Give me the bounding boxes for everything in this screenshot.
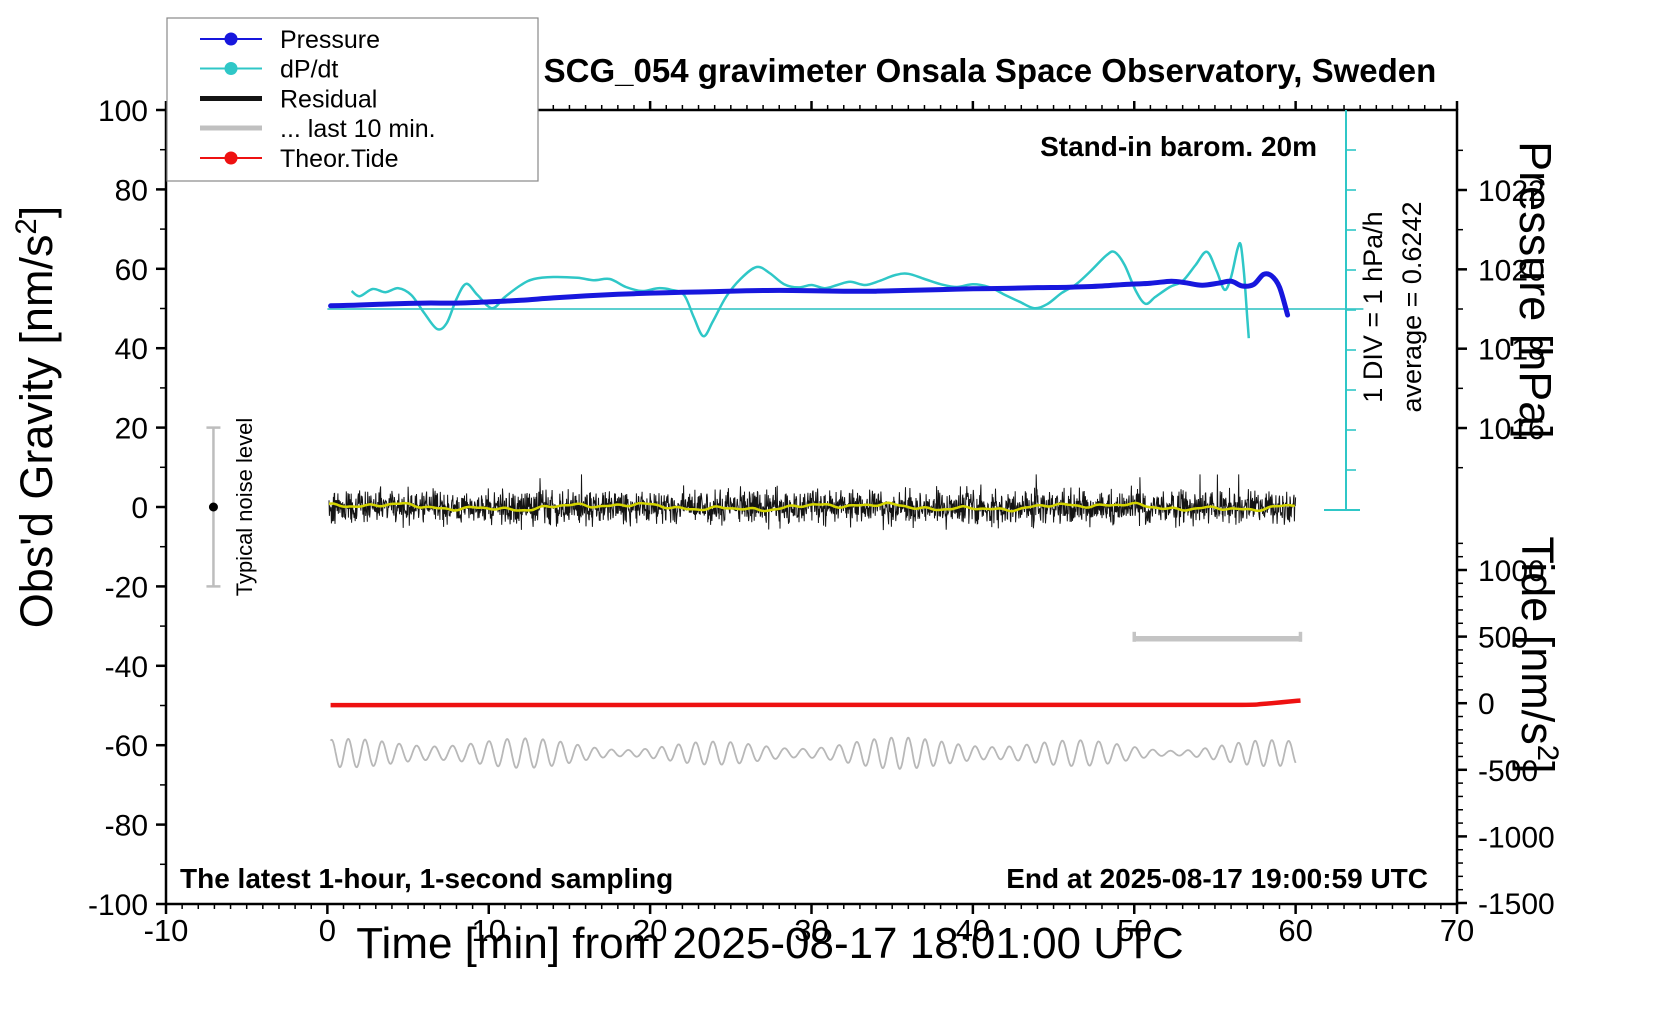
gravity-tick-label: 100 xyxy=(98,95,148,128)
chart-title: SCG_054 gravimeter Onsala Space Observat… xyxy=(544,52,1437,89)
gravity-tick-label: -80 xyxy=(105,810,148,843)
gravity-tick-label: 40 xyxy=(115,333,148,366)
pressure-tick-label: 1022 xyxy=(1478,175,1545,208)
x-tick-label: -10 xyxy=(144,913,189,948)
tide-tick-label: 0 xyxy=(1478,688,1495,721)
gravity-tick-label: -60 xyxy=(105,730,148,763)
pressure-tick-label: 1020 xyxy=(1478,254,1545,287)
legend-sample-marker xyxy=(224,62,238,75)
legend-item-label: Theor.Tide xyxy=(280,145,399,173)
legend-sample-marker xyxy=(224,32,238,46)
gravity-tick-label: 60 xyxy=(115,254,148,287)
x-axis-title: Time [min] from 2025-08-17 18:01:00 UTC xyxy=(356,919,1183,968)
gravity-tick-label: -20 xyxy=(105,571,148,604)
x-tick-label: 20 xyxy=(633,913,667,948)
legend-item-label: ... last 10 min. xyxy=(280,115,436,143)
last-10-min-curve xyxy=(329,736,1297,770)
chart-extras xyxy=(206,426,221,588)
tide-tick-label: -500 xyxy=(1478,755,1538,788)
legend-sample-marker xyxy=(224,151,238,165)
sampling-note: The latest 1-hour, 1-second sampling xyxy=(180,863,673,894)
tide-tick-label: 1000 xyxy=(1478,555,1545,588)
x-tick-label: 60 xyxy=(1278,913,1312,948)
average-dpdt-note: average = 0.6242 xyxy=(1397,202,1427,413)
gravity-tick-label: 20 xyxy=(115,413,148,446)
tide-tick-label: -1500 xyxy=(1478,888,1555,921)
pressure-curve xyxy=(328,271,1291,318)
gravity-tick-label: -100 xyxy=(88,889,148,922)
gravity-tick-label: 0 xyxy=(131,492,148,525)
gravity-tick-label: -40 xyxy=(105,651,148,684)
residual-smoothed-curve xyxy=(328,501,1296,513)
x-tick-label: 50 xyxy=(1117,913,1151,948)
residual-noise-curve xyxy=(328,474,1297,531)
gravity-tick-label: 80 xyxy=(115,174,148,207)
x-tick-label: 70 xyxy=(1440,913,1474,948)
dpdt-curve xyxy=(350,241,1251,339)
tide-axis-title: Tide [nm/s2] xyxy=(1512,536,1563,773)
tide-tick-label: 500 xyxy=(1478,622,1528,655)
x-tick-label: 0 xyxy=(319,913,336,948)
tide-tick-label: -1000 xyxy=(1478,821,1555,854)
div-scale-note: 1 DIV = 1 hPa/h xyxy=(1358,211,1388,402)
stand-in-barometer-note: Stand-in barom. 20m xyxy=(1040,131,1317,162)
pressure-tick-label: 1018 xyxy=(1478,334,1545,367)
legend-item-label: Residual xyxy=(280,86,377,114)
x-tick-label: 10 xyxy=(472,913,506,948)
x-tick-label: 30 xyxy=(794,913,828,948)
end-time-note: End at 2025-08-17 19:00:59 UTC xyxy=(1006,863,1428,894)
typical-noise-label: Typical noise level xyxy=(232,418,257,597)
noise-level-dot xyxy=(208,502,218,512)
pressure-tick-label: 1016 xyxy=(1478,413,1545,446)
legend-item-label: dP/dt xyxy=(280,56,338,84)
gravity-axis-title: Obs'd Gravity [nm/s2] xyxy=(11,206,62,628)
legend-item-label: Pressure xyxy=(280,26,380,54)
data-series xyxy=(327,110,1364,770)
x-tick-label: 40 xyxy=(956,913,990,948)
axis-tick-labels: -10 0 10 20 30 40 50 60 70-100-80-60-40-20020406… xyxy=(88,95,1555,948)
pressure-axis-title: Pressure [hPa] xyxy=(1510,141,1561,439)
theor-tide-curve xyxy=(330,698,1301,708)
